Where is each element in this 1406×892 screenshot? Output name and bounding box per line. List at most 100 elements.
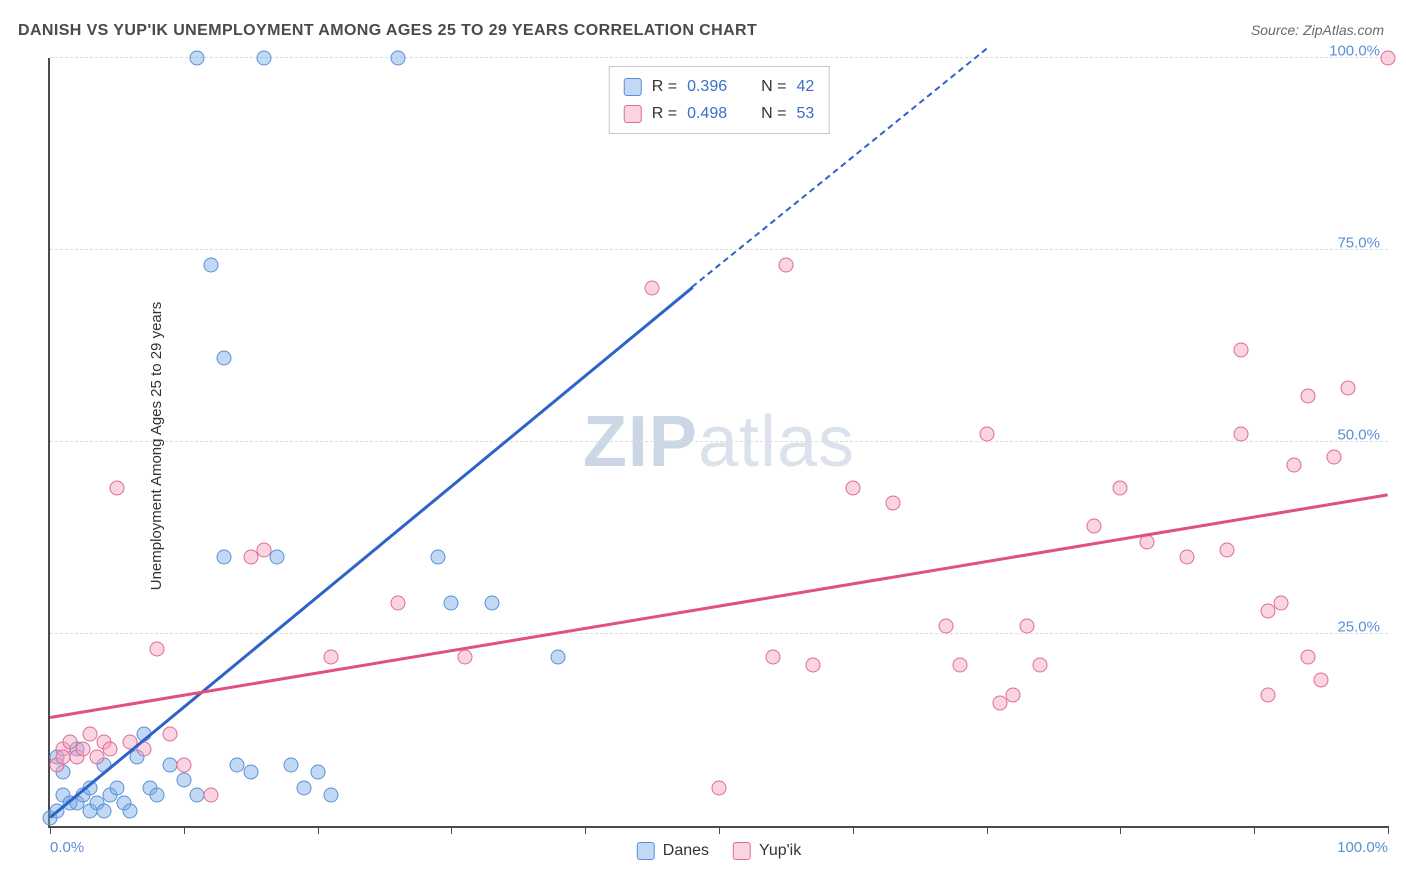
data-point — [190, 51, 205, 66]
source-label: Source: ZipAtlas.com — [1251, 22, 1384, 38]
gridline — [50, 57, 1388, 58]
data-point — [323, 650, 338, 665]
y-tick-label: 50.0% — [1337, 427, 1380, 444]
gridline — [50, 441, 1388, 442]
x-tick-mark — [853, 826, 854, 834]
r-label: R = — [652, 100, 677, 127]
data-point — [1327, 450, 1342, 465]
x-tick-label: 100.0% — [1337, 839, 1388, 856]
x-tick-mark — [1120, 826, 1121, 834]
data-point — [283, 757, 298, 772]
data-point — [939, 619, 954, 634]
data-point — [444, 596, 459, 611]
data-point — [1233, 427, 1248, 442]
r-value: 0.396 — [687, 73, 727, 100]
trend-line — [49, 286, 693, 818]
r-value: 0.498 — [687, 100, 727, 127]
legend-swatch — [624, 78, 642, 96]
y-tick-label: 75.0% — [1337, 235, 1380, 252]
data-point — [1300, 650, 1315, 665]
legend-swatch — [637, 842, 655, 860]
series-legend-item: Danes — [637, 842, 709, 860]
data-point — [1019, 619, 1034, 634]
chart-title: DANISH VS YUP'IK UNEMPLOYMENT AMONG AGES… — [18, 22, 757, 40]
x-tick-mark — [50, 826, 51, 834]
data-point — [1233, 342, 1248, 357]
data-point — [109, 481, 124, 496]
series-name: Yup'ik — [759, 842, 801, 860]
data-point — [457, 650, 472, 665]
data-point — [96, 803, 111, 818]
x-tick-mark — [451, 826, 452, 834]
data-point — [845, 481, 860, 496]
y-tick-label: 100.0% — [1329, 43, 1380, 60]
x-tick-mark — [987, 826, 988, 834]
x-tick-mark — [1254, 826, 1255, 834]
legend-row: R = 0.498 N = 53 — [624, 100, 815, 127]
data-point — [203, 258, 218, 273]
n-value: 42 — [796, 73, 814, 100]
data-point — [1314, 673, 1329, 688]
r-label: R = — [652, 73, 677, 100]
data-point — [257, 51, 272, 66]
data-point — [1381, 51, 1396, 66]
data-point — [1300, 388, 1315, 403]
data-point — [203, 788, 218, 803]
data-point — [1220, 542, 1235, 557]
data-point — [979, 427, 994, 442]
data-point — [885, 496, 900, 511]
data-point — [805, 657, 820, 672]
data-point — [952, 657, 967, 672]
x-tick-mark — [585, 826, 586, 834]
legend-swatch — [733, 842, 751, 860]
data-point — [390, 51, 405, 66]
x-tick-label: 0.0% — [50, 839, 84, 856]
data-point — [103, 742, 118, 757]
series-legend: Danes Yup'ik — [637, 842, 801, 860]
gridline — [50, 249, 1388, 250]
series-name: Danes — [663, 842, 709, 860]
data-point — [216, 550, 231, 565]
x-tick-mark — [318, 826, 319, 834]
data-point — [243, 765, 258, 780]
watermark: ZIPatlas — [583, 401, 855, 483]
data-point — [1113, 481, 1128, 496]
data-point — [89, 749, 104, 764]
data-point — [1180, 550, 1195, 565]
legend-row: R = 0.396 N = 42 — [624, 73, 815, 100]
x-tick-mark — [184, 826, 185, 834]
data-point — [216, 350, 231, 365]
data-point — [176, 772, 191, 787]
data-point — [1340, 381, 1355, 396]
n-value: 53 — [796, 100, 814, 127]
correlation-legend: R = 0.396 N = 42 R = 0.498 N = 53 — [609, 66, 830, 134]
x-tick-mark — [1388, 826, 1389, 834]
data-point — [551, 650, 566, 665]
data-point — [123, 803, 138, 818]
data-point — [765, 650, 780, 665]
data-point — [778, 258, 793, 273]
data-point — [1006, 688, 1021, 703]
data-point — [243, 550, 258, 565]
data-point — [992, 696, 1007, 711]
x-tick-mark — [719, 826, 720, 834]
gridline — [50, 633, 1388, 634]
series-legend-item: Yup'ik — [733, 842, 801, 860]
data-point — [431, 550, 446, 565]
data-point — [109, 780, 124, 795]
data-point — [163, 726, 178, 741]
n-label: N = — [761, 73, 786, 100]
data-point — [270, 550, 285, 565]
data-point — [1273, 596, 1288, 611]
data-point — [645, 281, 660, 296]
data-point — [1033, 657, 1048, 672]
legend-swatch — [624, 105, 642, 123]
data-point — [1086, 519, 1101, 534]
n-label: N = — [761, 100, 786, 127]
data-point — [176, 757, 191, 772]
data-point — [310, 765, 325, 780]
data-point — [323, 788, 338, 803]
data-point — [150, 788, 165, 803]
data-point — [1260, 688, 1275, 703]
data-point — [297, 780, 312, 795]
